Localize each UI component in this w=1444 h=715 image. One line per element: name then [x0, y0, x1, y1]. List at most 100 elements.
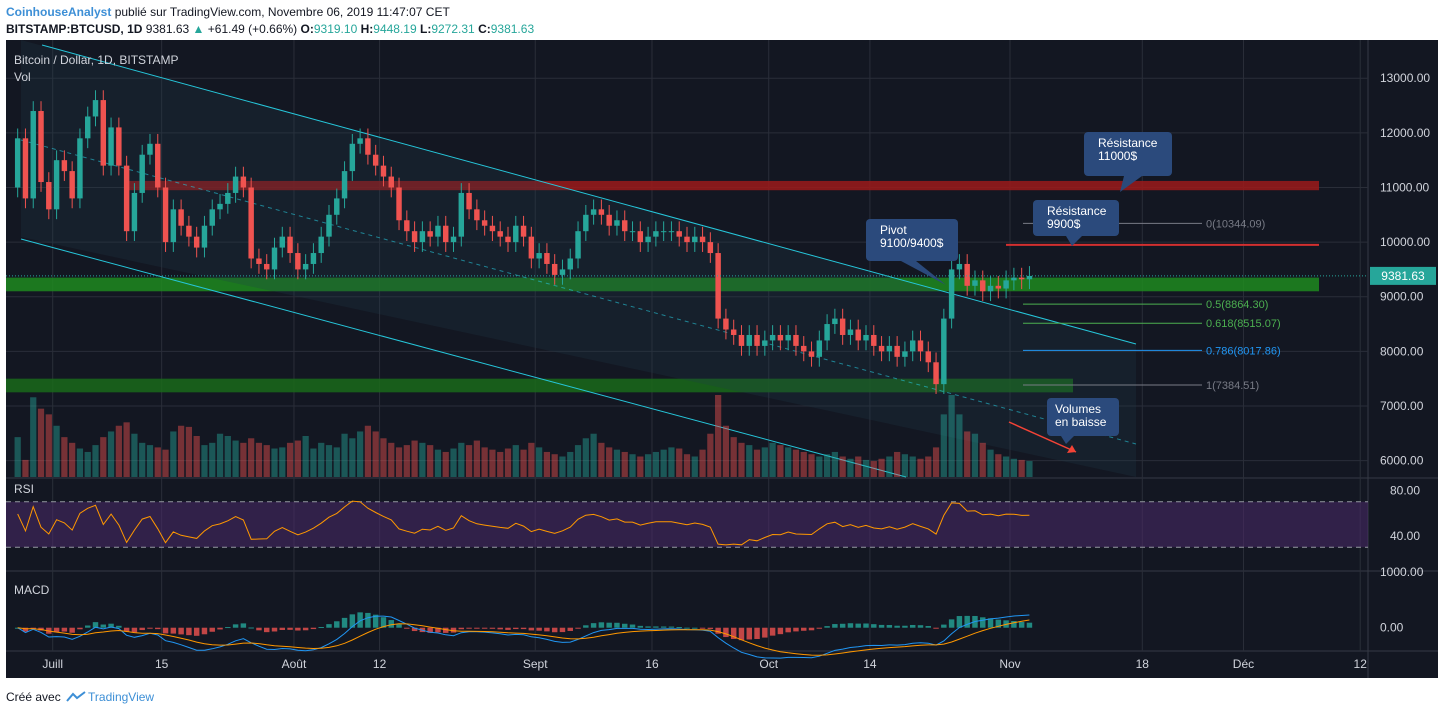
macd-histogram-bar — [730, 627, 737, 639]
candle-body — [1026, 275, 1033, 280]
volume-bar — [1010, 458, 1017, 477]
candle-body — [458, 192, 465, 237]
volume-bar — [753, 449, 761, 477]
callout-text: 9900$ — [1047, 217, 1081, 231]
volume-bar — [357, 431, 364, 477]
macd-histogram-bar — [427, 627, 433, 633]
macd-histogram-bar — [980, 617, 986, 628]
volume-bar — [232, 440, 239, 477]
rsi-line — [17, 500, 1030, 546]
ticker-info: BITSTAMP:BTCUSD, 1D 9381.63 ▲ +61.49 (+0… — [6, 22, 534, 36]
candle-body — [131, 192, 138, 232]
volume-bar — [170, 431, 177, 477]
macd-histogram-bar — [637, 625, 644, 628]
macd-histogram-bar — [334, 621, 340, 628]
fib-level-label: 1(7384.51) — [1206, 380, 1259, 392]
volume-bar — [248, 438, 255, 477]
candle-body — [684, 236, 690, 243]
macd-tick-label: 0.00 — [1380, 621, 1404, 635]
candle-body — [536, 253, 542, 259]
change-arrow-icon: ▲ — [192, 22, 205, 36]
macd-histogram-bar — [84, 625, 91, 628]
macd-histogram-bar — [824, 626, 830, 628]
volume-arrow-line — [1008, 421, 1077, 453]
candle-body — [808, 351, 815, 357]
macd-histogram-bar — [404, 627, 410, 629]
candle-body — [318, 236, 324, 254]
volume-bar — [551, 454, 558, 477]
volume-bar — [909, 456, 916, 477]
volume-bar — [979, 442, 986, 477]
volume-bar — [567, 451, 574, 477]
candle-body — [746, 334, 752, 346]
macd-histogram-bar — [1026, 622, 1033, 628]
macd-histogram-bar — [341, 617, 348, 628]
price-change: +61.49 (+0.66%) — [207, 22, 298, 36]
volume-bar — [30, 397, 37, 477]
macd-histogram-bar — [598, 622, 605, 628]
candle-body — [676, 231, 682, 237]
macd-histogram-bar — [933, 627, 939, 629]
volume-bar — [800, 451, 807, 477]
footer: Créé avec TradingView — [6, 690, 154, 704]
volume-bar — [644, 454, 652, 477]
volume-bar — [621, 451, 628, 477]
candle-body — [186, 225, 192, 237]
candle-body — [435, 225, 441, 237]
macd-histogram-bar — [225, 627, 231, 629]
candle-body — [777, 334, 784, 341]
candle-body — [590, 209, 597, 215]
volume-bar — [808, 454, 815, 477]
candle-body — [365, 138, 371, 155]
macd-histogram-bar — [660, 626, 667, 628]
volume-bar — [61, 437, 68, 477]
macd-histogram-bar — [287, 627, 293, 630]
tradingview-link[interactable]: TradingView — [88, 690, 155, 704]
callout-box — [866, 219, 958, 261]
volume-bar — [255, 442, 263, 477]
candle-body — [668, 231, 675, 233]
candle-body — [637, 231, 644, 243]
macd-histogram-bar — [559, 627, 566, 633]
volume-bar — [1002, 456, 1010, 477]
last-price: 9381.63 — [145, 22, 190, 36]
callout-box — [1033, 200, 1119, 236]
candle-body — [551, 263, 558, 275]
volume-bar — [987, 449, 994, 477]
high-value: 9448.19 — [373, 22, 417, 36]
candle-body — [559, 269, 566, 275]
date-tick-label: 15 — [155, 657, 169, 671]
macd-histogram-bar — [878, 624, 885, 628]
volume-bar — [940, 414, 947, 477]
low-label: L: — [420, 22, 432, 36]
macd-histogram-bar — [61, 627, 68, 632]
volume-bar — [388, 442, 395, 477]
candle-body — [660, 231, 667, 233]
volume-bar — [901, 454, 909, 477]
candle-body — [925, 351, 931, 363]
date-tick-label: Nov — [999, 657, 1020, 671]
fib-level-label: 0.5(8864.30) — [1206, 299, 1268, 311]
publish-date: publié sur TradingView.com, Novembre 06,… — [114, 5, 450, 19]
date-tick-label: 12 — [1354, 657, 1368, 671]
macd-histogram-bar — [738, 627, 745, 641]
volume-bar — [1026, 461, 1033, 477]
candle-body — [738, 334, 745, 346]
candle-body — [380, 165, 387, 177]
price-chart[interactable]: 0(10344.09) 0.5(8864.30) 0.618(8515.07) 0.7… — [6, 40, 1438, 680]
callout-text: Résistance — [1047, 204, 1107, 218]
close-label: C: — [478, 22, 491, 36]
candle-body — [902, 351, 908, 357]
macd-histogram-bar — [209, 627, 215, 632]
macd-histogram-bar — [839, 623, 846, 628]
candle-body — [240, 176, 247, 188]
publish-info: CoinhouseAnalyst publié sur TradingView.… — [6, 5, 450, 19]
macd-histogram-bar — [497, 627, 503, 630]
macd-histogram-bar — [528, 627, 535, 631]
candle-body — [349, 143, 356, 172]
author-name[interactable]: CoinhouseAnalyst — [6, 5, 112, 19]
open-label: O: — [300, 22, 314, 36]
volume-bar — [823, 454, 831, 477]
candle-body — [847, 329, 854, 335]
open-value: 9319.10 — [313, 22, 358, 36]
